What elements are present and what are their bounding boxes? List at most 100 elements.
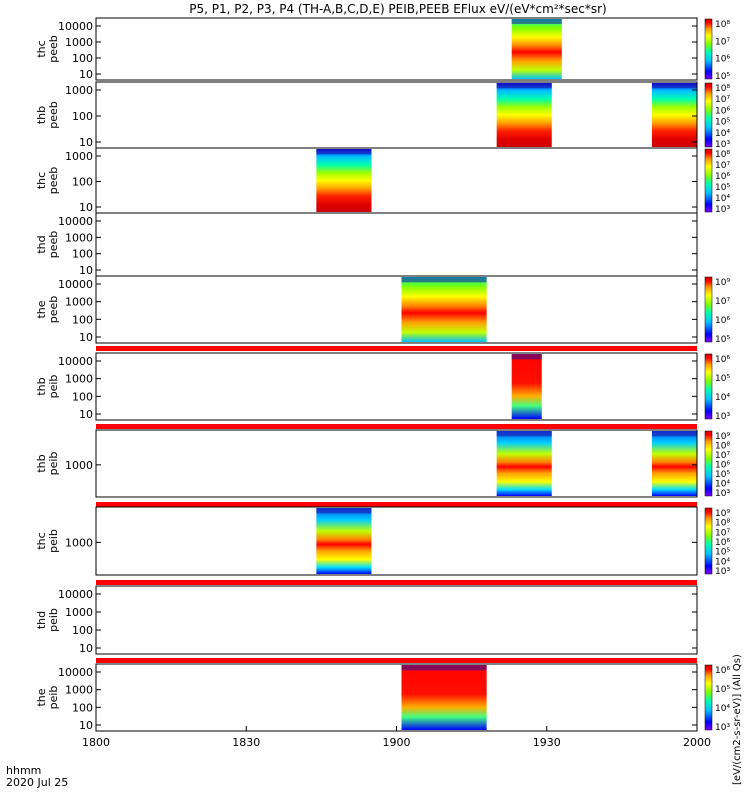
spectrogram-noise-0 (316, 508, 372, 514)
colorbar-tick-label: 10⁸ (715, 150, 730, 160)
colorbar-tick-label: 10⁹ (715, 278, 730, 288)
colorbar-tick-label: 10³ (715, 412, 730, 422)
y-tick-label: 100 (72, 701, 93, 714)
y-tick-label: 10 (79, 68, 93, 81)
colorbar (704, 276, 713, 343)
colorbar-tick-label: 10⁶ (715, 666, 730, 676)
panel-thd-peib: 10000 1000 100 10 thd peib (35, 585, 698, 655)
y-tick-label: 100 (72, 248, 93, 261)
y-tick-label: 10 (79, 719, 93, 732)
y-tick-label: 1000 (65, 459, 93, 472)
panel-probe-label: thc (35, 40, 48, 57)
panel-probe-label: thc (35, 172, 48, 189)
spectrogram-noise-0 (496, 431, 552, 437)
colorbar-tick-label: 10⁴ (715, 480, 730, 490)
time-axis-date-label: 2020 Jul 25 (6, 776, 68, 789)
panel-probe-label: thb (35, 377, 48, 395)
spectrogram-block-1 (651, 83, 697, 147)
x-tick-label: 2000 (683, 736, 711, 749)
colorbar-tick-label: 10³ (715, 567, 730, 577)
colorbar-tick-label: 10³ (715, 489, 730, 499)
spectrogram-block-0 (511, 19, 562, 79)
y-tick-label: 1000 (65, 684, 93, 697)
spectrogram-block-0 (316, 149, 372, 212)
chart-title: P5, P1, P2, P3, P4 (TH-A,B,C,D,E) PEIB,P… (189, 2, 606, 16)
colorbar-tick-label: 10⁶ (715, 55, 730, 65)
spectrogram-noise-0 (316, 149, 372, 155)
time-axis-unit-label: hhmm (6, 764, 41, 777)
colorbar-tick-label: 10⁷ (715, 297, 730, 307)
panel-instrument-label: peeb (47, 231, 60, 259)
panel-probe-label: thb (35, 454, 48, 472)
y-tick-label: 10000 (58, 588, 93, 601)
y-tick-label: 1000 (65, 606, 93, 619)
colorbar (704, 82, 713, 148)
y-tick-label: 10000 (58, 666, 93, 679)
y-tick-label: 10000 (58, 20, 93, 33)
colorbar-tick-label: 10⁵ (715, 374, 730, 384)
spectrogram-block-0 (496, 83, 552, 147)
y-tick-label: 1000 (65, 373, 93, 386)
colorbar-tick-label: 10⁸ (715, 442, 730, 452)
colorbar (704, 430, 713, 497)
colorbar (704, 507, 713, 575)
y-tick-label: 10000 (58, 355, 93, 368)
panel-instrument-label: peeb (47, 35, 60, 63)
colorbar-tick-label: 10⁵ (715, 183, 730, 193)
y-tick-label: 10 (79, 408, 93, 421)
spectrogram-noise-0 (401, 665, 487, 671)
colorbar-tick-label: 10⁴ (715, 704, 730, 714)
panel-probe-label: the (35, 688, 48, 706)
x-tick-label: 1830 (232, 736, 260, 749)
y-tick-label: 10 (79, 201, 93, 214)
y-tick-label: 10 (79, 331, 93, 344)
panel-probe-label: thb (35, 106, 48, 124)
panel-frame (95, 81, 698, 149)
spectrogram-noise-1 (651, 83, 697, 89)
colorbar-tick-label: 10⁸ (715, 84, 730, 94)
panel-frame (95, 429, 698, 498)
panel-frame (95, 17, 698, 81)
spectrogram-noise-0 (511, 354, 542, 360)
y-tick-label: 100 (72, 313, 93, 326)
colorbar-tick-label: 10⁹ (715, 509, 730, 519)
colorbar-tick-label: 10⁶ (715, 106, 730, 116)
panel-instrument-label: peib (47, 452, 60, 476)
panel-frame (95, 506, 698, 576)
panel-instrument-label: peeb (47, 167, 60, 195)
time-axis: hhmm 2020 Jul 25 1800 1830 1900 1930 2000 (6, 726, 711, 789)
panel-the-peib: 10000 1000 100 10 the peib 10⁶ 10⁵ 10⁴ 10³ (35, 663, 730, 733)
colorbar-tick-label: 10⁷ (715, 37, 730, 47)
colorbar-tick-label: 10⁸ (715, 20, 730, 30)
panel-instrument-label: peib (47, 529, 60, 553)
x-tick-label: 1900 (383, 736, 411, 749)
colorbar-tick-label: 10³ (715, 205, 730, 215)
colorbar-tick-label: 10⁶ (715, 316, 730, 326)
panel-frame (95, 352, 698, 421)
x-tick-label: 1800 (82, 736, 110, 749)
spectrogram-noise-0 (511, 19, 562, 24)
colorbar-tick-label: 10⁵ (715, 335, 730, 345)
colorbar-tick-label: 10⁵ (715, 685, 730, 695)
panel-frame (95, 275, 698, 344)
colorbar-tick-label: 10³ (715, 723, 730, 733)
y-tick-label: 10000 (58, 215, 93, 228)
panel-probe-label: thd (35, 611, 48, 629)
y-tick-label: 1000 (65, 536, 93, 549)
colorbar-unit-label: [eV/(cm2-s-sr-eV)] (All Qs) (732, 654, 743, 785)
colorbar-tick-label: 10⁶ (715, 461, 730, 471)
y-tick-label: 100 (72, 390, 93, 403)
colorbar-tick-label: 10⁴ (715, 393, 730, 403)
panel-probe-label: the (35, 300, 48, 318)
panel-probe-label: thd (35, 235, 48, 253)
colorbar-tick-label: 10⁶ (715, 538, 730, 548)
colorbar-tick-label: 10⁷ (715, 161, 730, 171)
y-tick-label: 1000 (65, 296, 93, 309)
separator-bar-0 (96, 346, 697, 351)
panel-instrument-label: peib (47, 686, 60, 710)
